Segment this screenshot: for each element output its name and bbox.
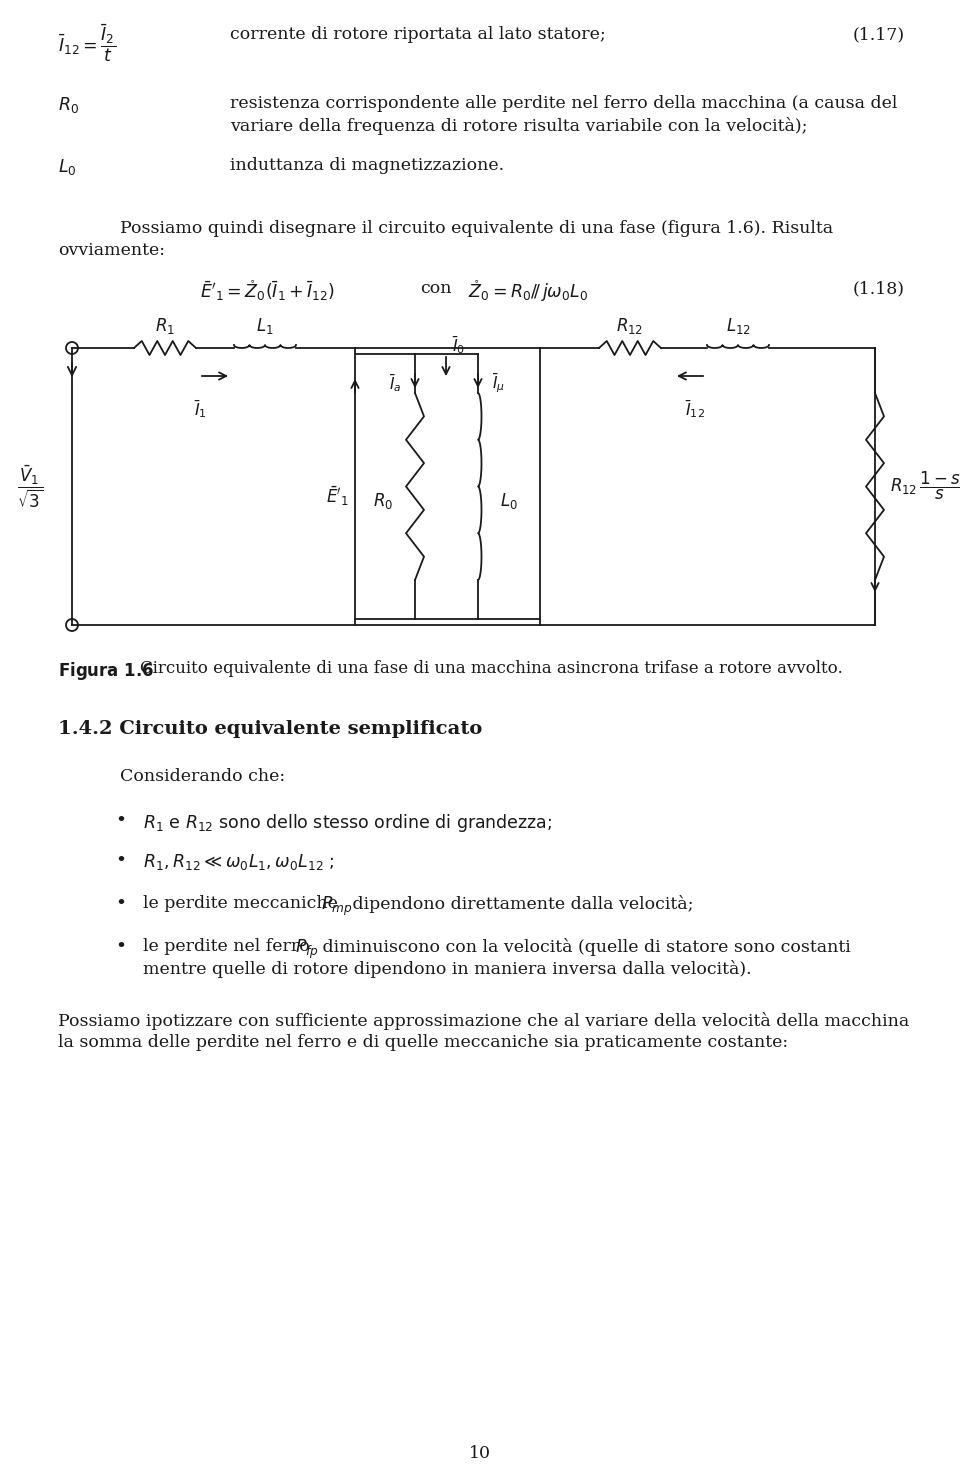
Text: le perdite nel ferro: le perdite nel ferro	[143, 939, 315, 955]
Text: $\bar{E}'_1 = \mathring{Z}_0(\bar{I}_1 + \bar{I}_{12})$: $\bar{E}'_1 = \mathring{Z}_0(\bar{I}_1 +…	[200, 278, 335, 303]
Text: induttanza di magnetizzazione.: induttanza di magnetizzazione.	[230, 157, 504, 173]
Text: $\bar{E}'_1$: $\bar{E}'_1$	[326, 485, 349, 508]
Text: $L_{12}$: $L_{12}$	[726, 316, 751, 336]
Text: $\bar{I}_0$: $\bar{I}_0$	[452, 333, 466, 355]
Text: Possiamo ipotizzare con sufficiente approssimazione che al variare della velocit: Possiamo ipotizzare con sufficiente appr…	[58, 1012, 909, 1030]
Text: con: con	[420, 281, 451, 297]
Text: (1.18): (1.18)	[853, 281, 905, 297]
Text: $P_{mp}$: $P_{mp}$	[321, 895, 352, 918]
Text: •: •	[115, 812, 126, 830]
Text: $R_{12}$: $R_{12}$	[616, 316, 643, 336]
Text: diminuiscono con la velocità (quelle di statore sono costanti: diminuiscono con la velocità (quelle di …	[317, 939, 851, 956]
Text: $R_{12}\,\dfrac{1-s}{s}$: $R_{12}\,\dfrac{1-s}{s}$	[890, 470, 960, 502]
Text: $R_0$: $R_0$	[372, 491, 393, 511]
Text: resistenza corrispondente alle perdite nel ferro della macchina (a causa del: resistenza corrispondente alle perdite n…	[230, 95, 898, 112]
Text: $\dfrac{\bar{V}_1}{\sqrt{3}}$: $\dfrac{\bar{V}_1}{\sqrt{3}}$	[17, 463, 43, 510]
Text: 1.4.2 Circuito equivalente semplificato: 1.4.2 Circuito equivalente semplificato	[58, 720, 482, 737]
Text: $\bar{I}_1$: $\bar{I}_1$	[194, 398, 206, 420]
Text: Considerando che:: Considerando che:	[120, 768, 285, 784]
Text: •: •	[115, 939, 126, 956]
Text: $R_1$: $R_1$	[155, 316, 175, 336]
Text: $L_{0}$: $L_{0}$	[58, 157, 77, 176]
Text: $P_{fp}$: $P_{fp}$	[295, 939, 319, 961]
Text: variare della frequenza di rotore risulta variabile con la velocità);: variare della frequenza di rotore risult…	[230, 118, 807, 135]
Text: le perdite meccaniche: le perdite meccaniche	[143, 895, 344, 912]
Text: $R_1$ e $R_{12}$ sono dello stesso ordine di grandezza;: $R_1$ e $R_{12}$ sono dello stesso ordin…	[143, 812, 552, 834]
Text: •: •	[115, 895, 126, 914]
Text: $\bar{I}_a$: $\bar{I}_a$	[389, 372, 401, 394]
Text: $\bar{I}_\mu$: $\bar{I}_\mu$	[492, 372, 505, 395]
Text: $\bar{I}_{12}$: $\bar{I}_{12}$	[685, 398, 705, 420]
Text: $\mathring{Z}_0 = R_0 /\!/ \, j\omega_0 L_0$: $\mathring{Z}_0 = R_0 /\!/ \, j\omega_0 …	[468, 278, 588, 304]
Text: corrente di rotore riportata al lato statore;: corrente di rotore riportata al lato sta…	[230, 26, 606, 43]
Text: $\mathbf{Figura\ 1.6}$: $\mathbf{Figura\ 1.6}$	[58, 660, 155, 682]
Text: $R_{0}$: $R_{0}$	[58, 95, 79, 115]
Text: •: •	[115, 852, 126, 870]
Text: la somma delle perdite nel ferro e di quelle meccaniche sia praticamente costant: la somma delle perdite nel ferro e di qu…	[58, 1034, 788, 1050]
Text: $\bar{I}_{12}=\dfrac{\bar{I}_{2}}{t}$: $\bar{I}_{12}=\dfrac{\bar{I}_{2}}{t}$	[58, 22, 116, 65]
Text: $L_1$: $L_1$	[256, 316, 274, 336]
Text: ovviamente:: ovviamente:	[58, 242, 165, 259]
Text: 10: 10	[469, 1445, 491, 1462]
Text: $L_0$: $L_0$	[500, 491, 517, 511]
Text: Possiamo quindi disegnare il circuito equivalente di una fase (figura 1.6). Risu: Possiamo quindi disegnare il circuito eq…	[120, 220, 833, 237]
Text: Circuito equivalente di una fase di una macchina asincrona trifase a rotore avvo: Circuito equivalente di una fase di una …	[140, 660, 843, 677]
Text: $R_1, R_{12} \ll \omega_0 L_1, \omega_0 L_{12}$ ;: $R_1, R_{12} \ll \omega_0 L_1, \omega_0 …	[143, 852, 334, 873]
Text: (1.17): (1.17)	[852, 26, 905, 43]
Text: mentre quelle di rotore dipendono in maniera inversa dalla velocità).: mentre quelle di rotore dipendono in man…	[143, 961, 752, 978]
Text: dipendono direttamente dalla velocità;: dipendono direttamente dalla velocità;	[347, 895, 693, 914]
